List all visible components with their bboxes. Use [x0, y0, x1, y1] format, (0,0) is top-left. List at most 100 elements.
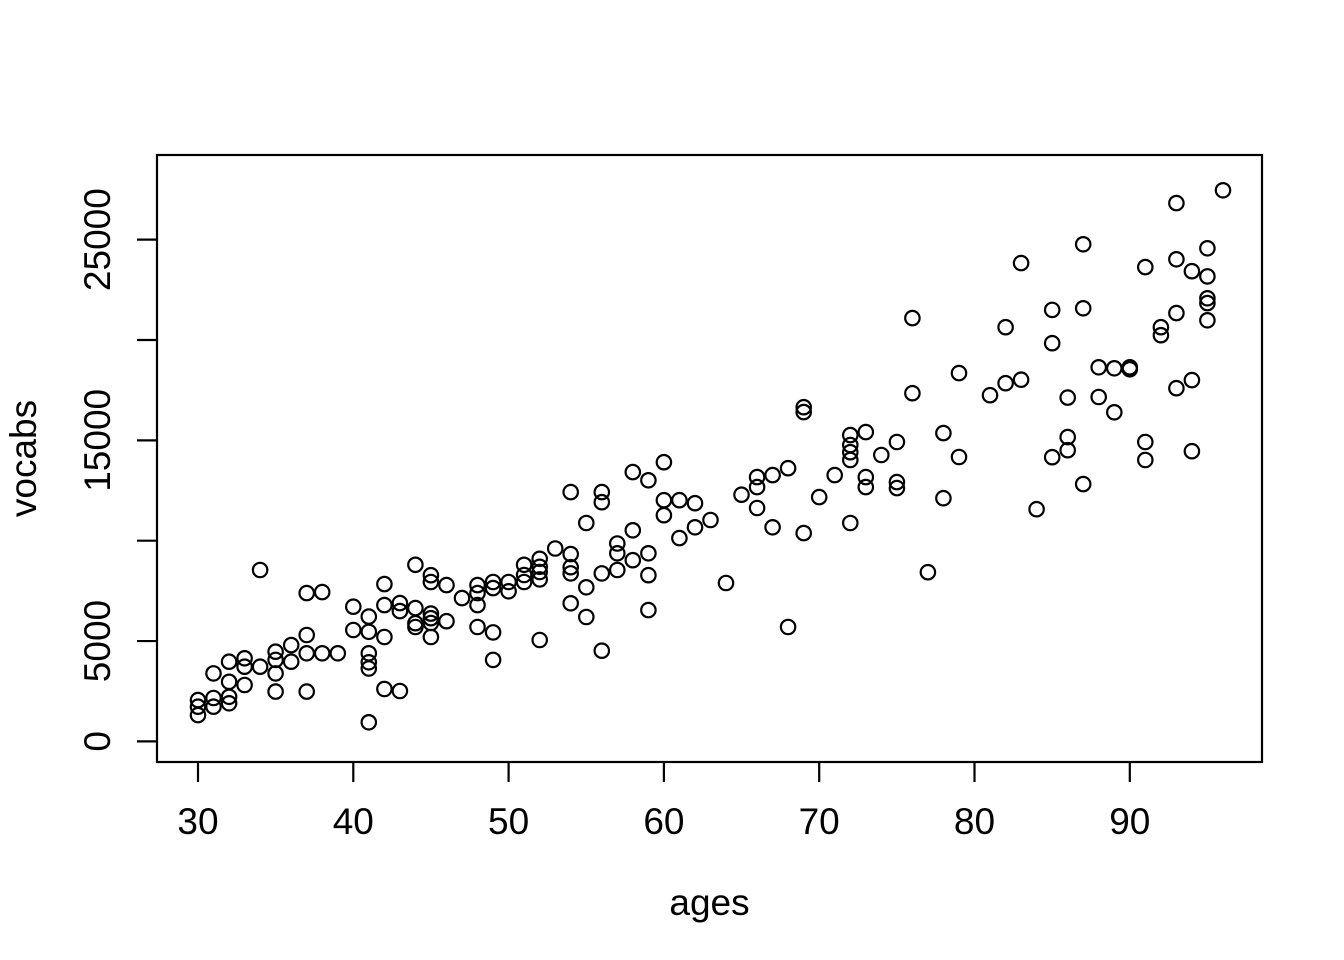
data-point — [376, 575, 393, 593]
data-point — [391, 602, 409, 620]
data-point — [686, 518, 704, 536]
data-point — [1106, 359, 1123, 377]
data-point — [515, 573, 533, 591]
data-point — [484, 624, 502, 641]
x-tick-label: 50 — [488, 801, 529, 842]
data-point — [686, 494, 704, 512]
data-point — [1137, 258, 1154, 276]
data-points — [189, 182, 1232, 731]
data-point — [236, 649, 253, 667]
data-point — [748, 468, 766, 486]
data-point — [313, 644, 331, 662]
data-point — [282, 653, 300, 670]
data-point — [1043, 448, 1061, 466]
data-point — [655, 491, 673, 509]
data-point — [484, 651, 502, 669]
data-point — [205, 689, 222, 707]
data-point — [810, 488, 828, 506]
data-point — [795, 398, 812, 416]
data-point — [1043, 301, 1061, 319]
data-point — [608, 561, 626, 579]
data-point — [1137, 451, 1154, 469]
x-tick-label: 90 — [1109, 801, 1150, 842]
data-point — [997, 318, 1014, 336]
data-point — [1152, 318, 1170, 336]
data-point — [857, 468, 875, 486]
data-point — [500, 582, 517, 600]
data-point — [189, 698, 207, 715]
data-point — [438, 576, 455, 594]
data-point — [267, 643, 284, 660]
data-point — [1090, 358, 1107, 376]
data-point — [313, 583, 331, 601]
data-point — [1012, 371, 1030, 388]
data-point — [640, 601, 657, 619]
data-point — [407, 599, 424, 617]
x-tick-label: 40 — [333, 801, 374, 842]
data-point — [655, 506, 673, 524]
y-tick-label: 5000 — [77, 600, 118, 682]
data-point — [717, 574, 735, 592]
data-point — [220, 694, 238, 712]
data-point — [624, 551, 642, 569]
data-point — [1043, 334, 1061, 352]
data-point — [857, 423, 875, 441]
y-tick-label: 15000 — [77, 389, 118, 492]
data-point — [360, 653, 378, 671]
data-point — [841, 514, 859, 532]
data-point — [251, 658, 269, 675]
data-point — [469, 584, 486, 602]
data-point — [904, 384, 921, 402]
data-point — [267, 665, 284, 682]
data-point — [671, 529, 688, 547]
data-point — [1199, 311, 1216, 329]
data-point — [562, 545, 579, 563]
data-point — [841, 443, 859, 461]
data-point — [469, 618, 486, 636]
data-point — [531, 571, 548, 588]
data-point — [764, 466, 781, 484]
data-point — [1059, 428, 1076, 446]
data-point — [391, 594, 409, 612]
data-point — [407, 556, 424, 574]
x-tick-label: 30 — [177, 801, 218, 842]
data-point — [655, 453, 673, 471]
data-point — [422, 573, 440, 591]
data-point — [329, 644, 347, 662]
data-point — [562, 565, 579, 582]
data-point — [748, 499, 766, 517]
data-point — [702, 511, 719, 529]
data-point — [919, 563, 937, 581]
data-point — [950, 448, 968, 466]
data-point — [360, 623, 378, 641]
data-point — [1059, 441, 1076, 459]
data-point — [360, 660, 378, 677]
data-point — [282, 636, 300, 654]
data-point — [422, 566, 440, 584]
data-point — [1121, 360, 1139, 378]
y-tick-label: 25000 — [77, 188, 118, 291]
data-point — [671, 491, 688, 509]
data-point — [888, 473, 906, 491]
data-point — [981, 386, 999, 404]
data-point — [298, 683, 315, 700]
data-point — [251, 561, 269, 579]
data-point — [1183, 371, 1201, 389]
data-point — [515, 566, 533, 584]
data-point — [344, 598, 362, 615]
data-point — [640, 544, 657, 562]
data-point — [422, 605, 440, 622]
data-point — [531, 550, 548, 568]
data-point — [220, 673, 238, 691]
data-point — [640, 566, 657, 584]
data-point — [438, 612, 455, 630]
data-point — [764, 518, 781, 536]
data-point — [640, 471, 657, 489]
data-point — [857, 478, 875, 496]
x-tick-label: 70 — [799, 801, 840, 842]
data-point — [1199, 294, 1216, 312]
data-point — [1074, 299, 1092, 317]
data-point — [1059, 389, 1076, 406]
y-axis: 0 5000 15000 25000 — [77, 188, 157, 752]
data-point — [515, 556, 533, 574]
